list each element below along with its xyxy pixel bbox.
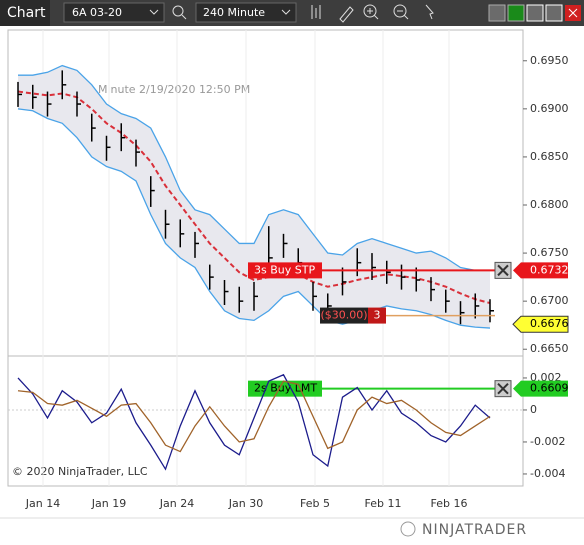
logo-icon: [400, 521, 416, 537]
window-button[interactable]: [488, 4, 506, 22]
oscillator-line: [17, 380, 491, 453]
price-tag: [513, 262, 568, 279]
tab-label: Chart: [7, 5, 46, 21]
last-price-label: 0.6676: [530, 317, 569, 330]
interval: 240 Minute: [203, 6, 265, 19]
tool-icons[interactable]: [311, 4, 434, 23]
y-tick-label: -0.004: [530, 467, 565, 480]
window-button[interactable]: [526, 4, 544, 22]
y-tick-label: 0.6900: [530, 102, 569, 115]
copyright: © 2020 NinjaTrader, LLC: [12, 465, 148, 478]
instrument-dropdown[interactable]: [63, 2, 165, 23]
x-tick-label: Jan 19: [91, 497, 126, 510]
window-button[interactable]: [507, 4, 525, 22]
bollinger-band: [18, 64, 490, 272]
dropdown-arrow: [149, 9, 159, 15]
pnl-box: [320, 307, 368, 324]
search-handle: [181, 14, 187, 20]
y-tick-label: -0.002: [530, 435, 565, 448]
pnl: ($30.00): [320, 309, 367, 322]
y-tick-label: 0.6700: [530, 294, 569, 307]
moving-average: [17, 90, 491, 305]
window-button[interactable]: [545, 4, 563, 22]
order-label: 3s Buy STP: [254, 263, 315, 276]
y-tick-label: 0: [530, 403, 537, 416]
price-tag: [513, 380, 568, 397]
order-label-box[interactable]: [248, 380, 322, 397]
interval-dropdown[interactable]: [195, 2, 297, 23]
y-tick-label: 0.6950: [530, 54, 569, 67]
logo: NINJATRADER: [422, 522, 527, 538]
price-tag-label: 0.6609: [530, 382, 569, 395]
x-tick-label: Jan 30: [228, 497, 263, 510]
y-tick-label: 0.6850: [530, 150, 569, 163]
price-tag-label: 0.6732: [530, 263, 569, 276]
oscillator-line: [17, 373, 491, 471]
x-tick-label: Jan 24: [159, 497, 194, 510]
cancel-icon: [497, 264, 509, 277]
close-icon: [568, 8, 578, 18]
x-tick-label: Feb 16: [431, 497, 468, 510]
quantity-box[interactable]: [368, 307, 386, 324]
x-tick-label: Jan 14: [25, 497, 60, 510]
y-tick-label: 0.6800: [530, 198, 569, 211]
search-icon[interactable]: [172, 5, 184, 17]
y-tick-label: 0.6650: [530, 342, 569, 355]
bollinger-band: [17, 108, 491, 329]
x-tick-label: Feb 11: [365, 497, 402, 510]
dropdown-arrow: [281, 9, 291, 15]
y-tick-label: 0.6750: [530, 246, 569, 259]
cancel-icon: [497, 382, 509, 395]
last-price-tag: [512, 315, 569, 333]
tab[interactable]: [0, 0, 50, 26]
x-tick-label: Feb 5: [300, 497, 330, 510]
order-label-box[interactable]: [248, 262, 322, 279]
instrument: 6A 03-20: [72, 6, 122, 19]
quantity: 3: [374, 309, 381, 322]
